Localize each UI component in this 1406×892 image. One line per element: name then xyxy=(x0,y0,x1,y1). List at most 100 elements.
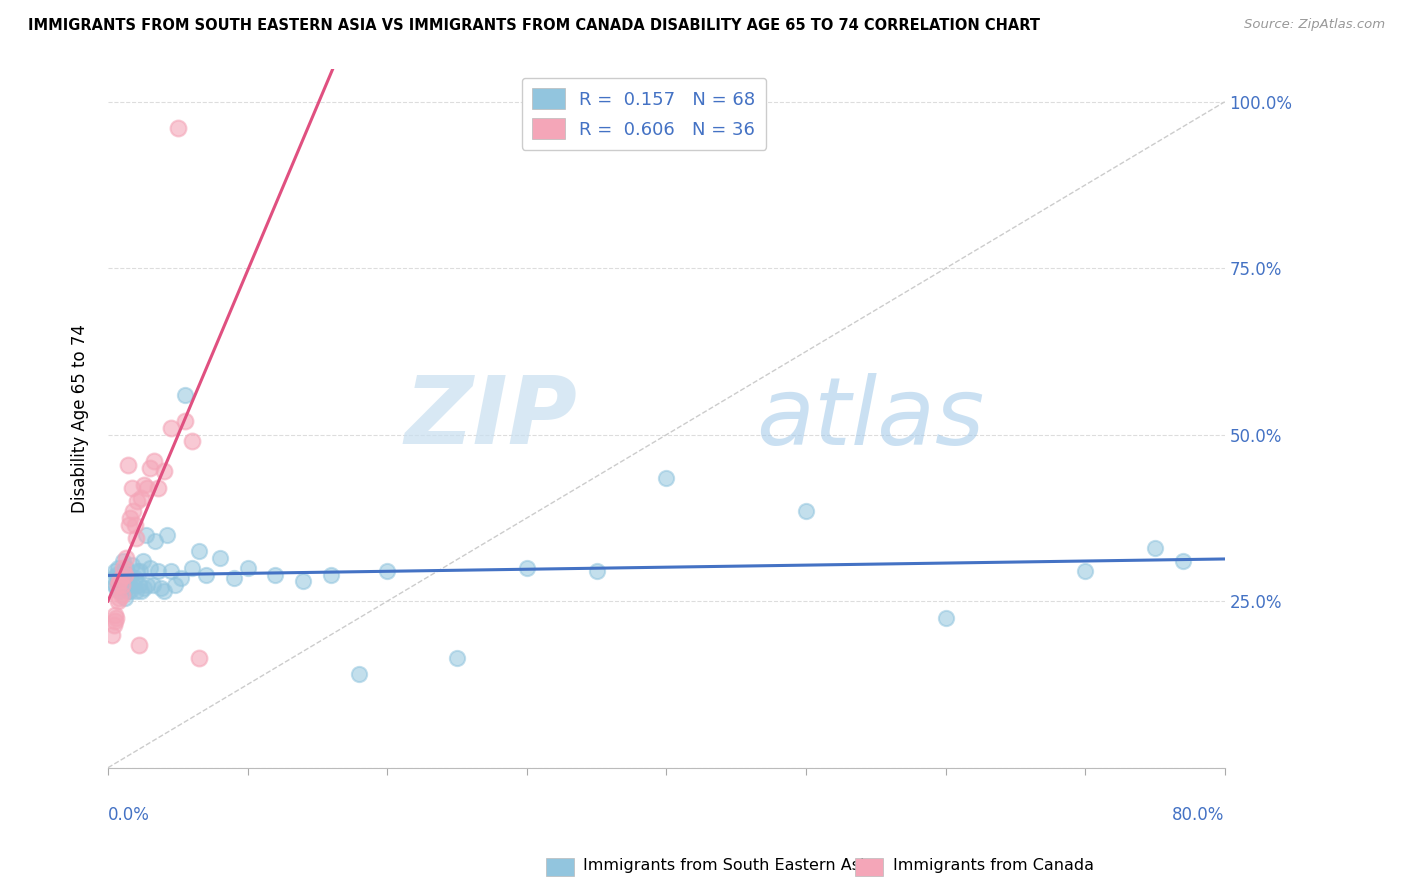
Point xyxy=(112,554,135,568)
Point xyxy=(114,567,136,582)
Point xyxy=(222,571,245,585)
Point xyxy=(143,454,166,468)
Point xyxy=(187,544,209,558)
Point xyxy=(127,564,149,578)
Point xyxy=(107,561,129,575)
Point xyxy=(111,564,134,578)
Y-axis label: Disability Age 65 to 74: Disability Age 65 to 74 xyxy=(72,324,89,513)
Point xyxy=(105,581,128,595)
Point xyxy=(187,650,209,665)
Point xyxy=(264,567,287,582)
Point xyxy=(150,581,173,595)
Point xyxy=(375,564,398,578)
Point xyxy=(105,567,128,582)
Point xyxy=(132,554,155,568)
Point xyxy=(131,491,153,505)
Point xyxy=(1143,541,1166,555)
Point xyxy=(104,577,127,591)
Point xyxy=(105,611,128,625)
Point xyxy=(585,564,607,578)
Point xyxy=(292,574,315,589)
Point xyxy=(110,571,132,585)
Point xyxy=(124,571,146,585)
Point xyxy=(121,481,143,495)
Point xyxy=(108,584,131,599)
Point xyxy=(180,434,202,449)
Point xyxy=(153,464,176,478)
Point xyxy=(125,531,148,545)
Point xyxy=(107,574,129,589)
Point xyxy=(156,527,179,541)
Point xyxy=(349,667,371,681)
Legend: R =  0.157   N = 68, R =  0.606   N = 36: R = 0.157 N = 68, R = 0.606 N = 36 xyxy=(522,78,766,150)
Point xyxy=(107,577,129,591)
Point xyxy=(134,581,156,595)
Point xyxy=(1171,554,1194,568)
Point xyxy=(236,561,259,575)
Point xyxy=(115,551,138,566)
Point xyxy=(173,414,195,428)
Text: Immigrants from Canada: Immigrants from Canada xyxy=(893,858,1094,872)
Point xyxy=(159,421,181,435)
Point xyxy=(118,567,141,582)
Point xyxy=(122,577,145,591)
Point xyxy=(124,517,146,532)
Point xyxy=(117,584,139,599)
Point xyxy=(122,504,145,518)
Point xyxy=(142,577,165,591)
Point xyxy=(103,571,125,585)
Point xyxy=(655,471,678,485)
Point xyxy=(104,564,127,578)
Point xyxy=(108,591,131,605)
Point xyxy=(163,577,186,591)
Text: Source: ZipAtlas.com: Source: ZipAtlas.com xyxy=(1244,18,1385,31)
Point xyxy=(446,650,468,665)
Point xyxy=(112,561,135,575)
Point xyxy=(153,584,176,599)
Point xyxy=(108,574,131,589)
Point xyxy=(136,481,159,495)
Text: ZIP: ZIP xyxy=(404,372,576,464)
Point xyxy=(110,571,132,585)
Point xyxy=(139,561,162,575)
Point xyxy=(194,567,217,582)
Point xyxy=(180,561,202,575)
Point xyxy=(134,477,156,491)
Point xyxy=(131,584,153,599)
Point xyxy=(111,577,134,591)
Point xyxy=(139,461,162,475)
Point xyxy=(108,577,131,591)
Point xyxy=(128,638,150,652)
Point xyxy=(125,584,148,599)
Point xyxy=(145,534,167,549)
Text: Immigrants from South Eastern Asia: Immigrants from South Eastern Asia xyxy=(583,858,875,872)
Point xyxy=(148,481,170,495)
Point xyxy=(114,567,136,582)
Point xyxy=(136,577,159,591)
Point xyxy=(794,504,817,518)
Point xyxy=(117,574,139,589)
Point xyxy=(111,574,134,589)
Point xyxy=(118,577,141,591)
Point xyxy=(120,584,142,599)
Point xyxy=(117,458,139,472)
Point xyxy=(166,121,188,136)
Point xyxy=(127,494,149,508)
Point xyxy=(112,581,135,595)
Point xyxy=(148,564,170,578)
Point xyxy=(173,388,195,402)
Text: IMMIGRANTS FROM SOUTH EASTERN ASIA VS IMMIGRANTS FROM CANADA DISABILITY AGE 65 T: IMMIGRANTS FROM SOUTH EASTERN ASIA VS IM… xyxy=(28,18,1040,33)
Point xyxy=(114,591,136,605)
Point xyxy=(159,564,181,578)
Point xyxy=(107,594,129,608)
Point xyxy=(208,551,231,566)
Point xyxy=(935,611,957,625)
Point xyxy=(103,617,125,632)
Point xyxy=(120,511,142,525)
Text: atlas: atlas xyxy=(755,373,984,464)
Point xyxy=(104,614,127,628)
Point xyxy=(111,588,134,602)
Point xyxy=(104,607,127,622)
Point xyxy=(121,558,143,572)
Text: 0.0%: 0.0% xyxy=(108,806,150,824)
